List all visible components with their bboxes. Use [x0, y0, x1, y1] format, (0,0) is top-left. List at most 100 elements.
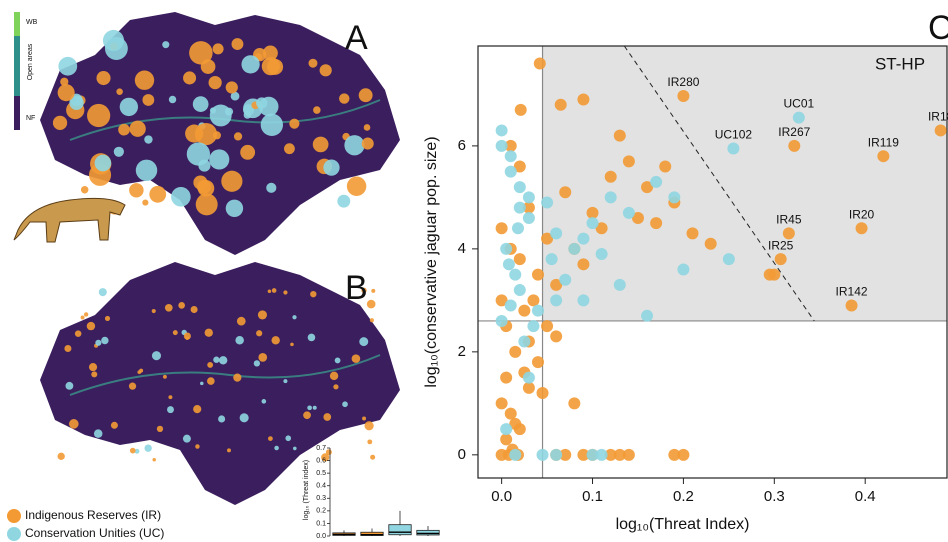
legend-marker: [7, 509, 21, 523]
point: [604, 448, 617, 461]
point: [934, 124, 947, 137]
map-symbol: [369, 318, 374, 323]
map-symbol: [207, 362, 214, 368]
point: [513, 181, 526, 194]
map-symbol: [200, 59, 216, 74]
map-symbol: [135, 159, 158, 182]
x-tick-label: 0.3: [764, 488, 785, 505]
map-symbol: [312, 405, 317, 410]
point: [509, 268, 522, 281]
point: [495, 397, 508, 410]
box: [388, 524, 412, 536]
point: [500, 433, 513, 446]
map-symbol: [367, 439, 373, 445]
map-symbol: [358, 88, 373, 103]
point: [504, 165, 517, 178]
map-symbol: [313, 106, 321, 114]
point: [522, 371, 535, 384]
point: [782, 227, 795, 240]
map-symbol: [285, 435, 292, 442]
map-symbol: [87, 103, 111, 128]
map-legend-label: Open areas: [27, 43, 34, 80]
point: [595, 248, 608, 261]
map-symbol: [337, 194, 351, 208]
point: [531, 304, 544, 317]
point-label: IR119: [868, 135, 899, 149]
map-symbol: [329, 371, 339, 381]
map-symbol: [333, 384, 339, 390]
point: [527, 294, 540, 307]
map-symbol: [283, 290, 288, 295]
map-symbol: [137, 370, 142, 375]
map-symbol: [361, 137, 374, 150]
map-symbol: [359, 337, 369, 347]
box: [416, 529, 440, 536]
point: [613, 448, 626, 461]
point: [495, 222, 508, 235]
map-symbol: [83, 312, 89, 317]
point: [586, 217, 599, 230]
y-axis-label: log₁₀(conservative jaguar pop. size): [423, 136, 440, 387]
y-tick-label: 0.1: [316, 520, 326, 527]
colorbar-wb: [14, 12, 20, 36]
map-symbol: [334, 357, 341, 364]
x-tick-label: 0.4: [855, 488, 876, 505]
point: [527, 320, 540, 333]
panel-label: C: [928, 9, 948, 47]
map-symbol: [271, 288, 277, 293]
legend-marker: [7, 527, 21, 541]
point: [536, 448, 549, 461]
point: [595, 222, 608, 235]
map-symbol: [189, 41, 213, 65]
map-symbol: [162, 41, 170, 49]
map-symbol: [183, 332, 191, 340]
map-symbol: [261, 399, 267, 404]
x-tick-label: 0.1: [582, 488, 603, 505]
map-symbol: [162, 374, 167, 379]
map-symbol: [134, 448, 140, 454]
map-symbol: [80, 186, 89, 194]
map-symbol: [240, 144, 256, 160]
point: [495, 124, 508, 137]
map-symbol: [144, 444, 152, 452]
map-symbol: [195, 193, 218, 216]
y-tick-label: 4: [458, 240, 466, 257]
map-symbol: [110, 421, 118, 429]
highlight-region: [542, 46, 947, 321]
map-symbol: [235, 335, 244, 345]
map-symbol: [308, 58, 318, 68]
map-symbol: [253, 360, 261, 367]
point: [509, 448, 522, 461]
point: [613, 278, 626, 291]
map-symbol: [101, 336, 109, 345]
map-symbol: [149, 185, 167, 203]
point: [513, 253, 526, 266]
map-symbol: [267, 289, 272, 294]
point: [559, 273, 572, 286]
point-label: IR280: [667, 75, 699, 89]
point: [659, 160, 672, 173]
map-symbol: [207, 377, 215, 385]
point: [577, 258, 590, 271]
map-symbol: [128, 382, 137, 390]
point: [541, 320, 554, 333]
point: [568, 397, 581, 410]
map-symbol: [262, 45, 278, 61]
map-symbol: [64, 344, 72, 353]
map-shape: [40, 262, 400, 505]
point: [513, 201, 526, 214]
point-label: IR142: [836, 285, 868, 299]
point: [792, 111, 805, 124]
map-symbol: [86, 321, 96, 331]
point-label: IR267: [778, 125, 810, 139]
map-symbol: [94, 154, 112, 172]
point: [677, 263, 690, 276]
map-symbol: [209, 104, 232, 127]
point: [677, 89, 690, 102]
point: [622, 448, 635, 461]
point: [845, 299, 858, 312]
point: [500, 371, 513, 384]
point: [504, 299, 517, 312]
map-legend-label: NF: [26, 115, 35, 122]
map-symbol: [323, 159, 340, 176]
